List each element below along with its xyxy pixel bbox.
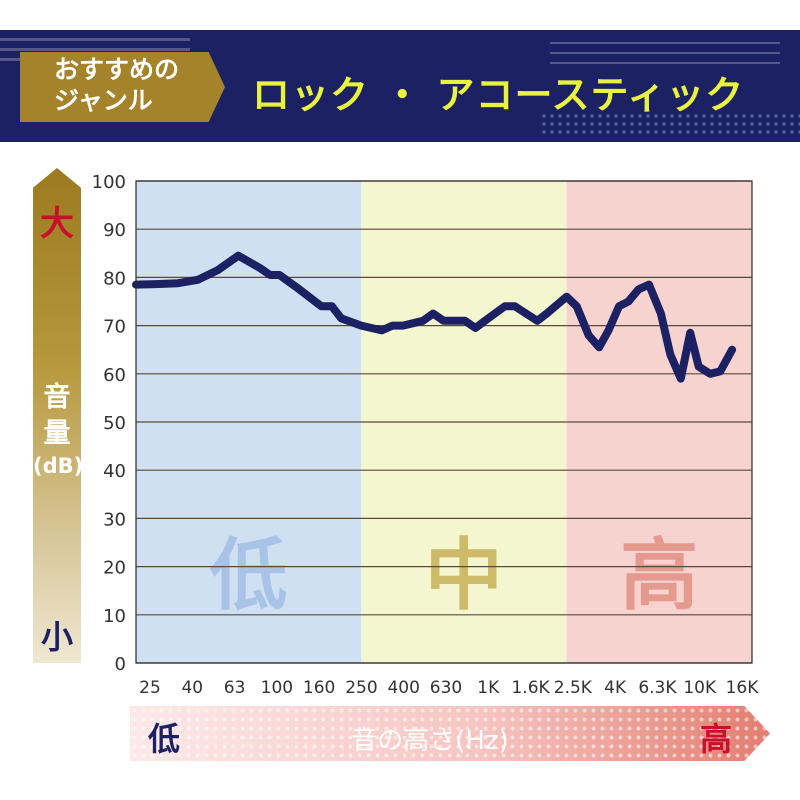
x-tick-label: 2.5K (554, 678, 593, 698)
y-tick-label: 40 (103, 461, 126, 482)
x-tick-label: 63 (224, 678, 246, 698)
x-tick-label: 40 (181, 678, 203, 698)
x-tick-label: 25 (139, 678, 161, 698)
y-tick-label: 50 (103, 413, 126, 434)
volume-arrow-bar (33, 168, 81, 663)
x-tick-label: 400 (387, 678, 419, 698)
plot-frame (135, 180, 753, 664)
response-line (132, 251, 737, 383)
header-banner: おすすめの ジャンル ロック ・ アコースティック (0, 30, 800, 142)
volume-low-label: 小 (40, 618, 73, 656)
y-tick-label: 30 (103, 509, 126, 530)
volume-axis-label: 音 量 (43, 382, 71, 449)
x-tick-label: 1.6K (511, 678, 550, 698)
y-tick-label: 90 (103, 220, 126, 241)
volume-high-label: 大 (40, 204, 74, 244)
volume-axis-unit: (dB) (33, 454, 84, 478)
y-tick-label: 10 (103, 606, 126, 627)
x-tick-label: 6.3K (638, 678, 677, 698)
band-label-low: 低 (210, 531, 288, 621)
y-tick-label: 70 (103, 317, 126, 338)
y-tick-label: 0 (115, 654, 126, 675)
y-tick-label: 20 (103, 558, 126, 579)
header-decoration-dots (540, 112, 800, 136)
x-tick-label: 10K (683, 678, 717, 698)
x-tick-label: 630 (430, 678, 462, 698)
band-label-high: 高 (620, 531, 698, 621)
band-label-mid: 中 (425, 531, 503, 621)
x-tick-label: 4K (604, 678, 627, 698)
y-tick-label: 60 (103, 365, 126, 386)
x-tick-label: 160 (303, 678, 335, 698)
pitch-low-label: 低 (148, 720, 181, 758)
genre-badge (20, 52, 225, 122)
y-tick-label: 80 (103, 268, 126, 289)
x-tick-label: 100 (261, 678, 293, 698)
x-tick-label: 1K (477, 678, 500, 698)
header-decoration-lines-right (550, 42, 780, 72)
pitch-high-label: 高 (700, 720, 733, 758)
genre-badge-label: おすすめの ジャンル (54, 55, 180, 115)
x-tick-label: 16K (726, 678, 760, 698)
y-tick-label: 100 (92, 172, 126, 193)
pitch-axis-label: 音の高さ(Hz) (351, 726, 509, 756)
x-tick-label: 250 (345, 678, 377, 698)
page-title: ロック ・ アコースティック (252, 73, 745, 117)
pitch-arrow-bar (130, 706, 770, 761)
